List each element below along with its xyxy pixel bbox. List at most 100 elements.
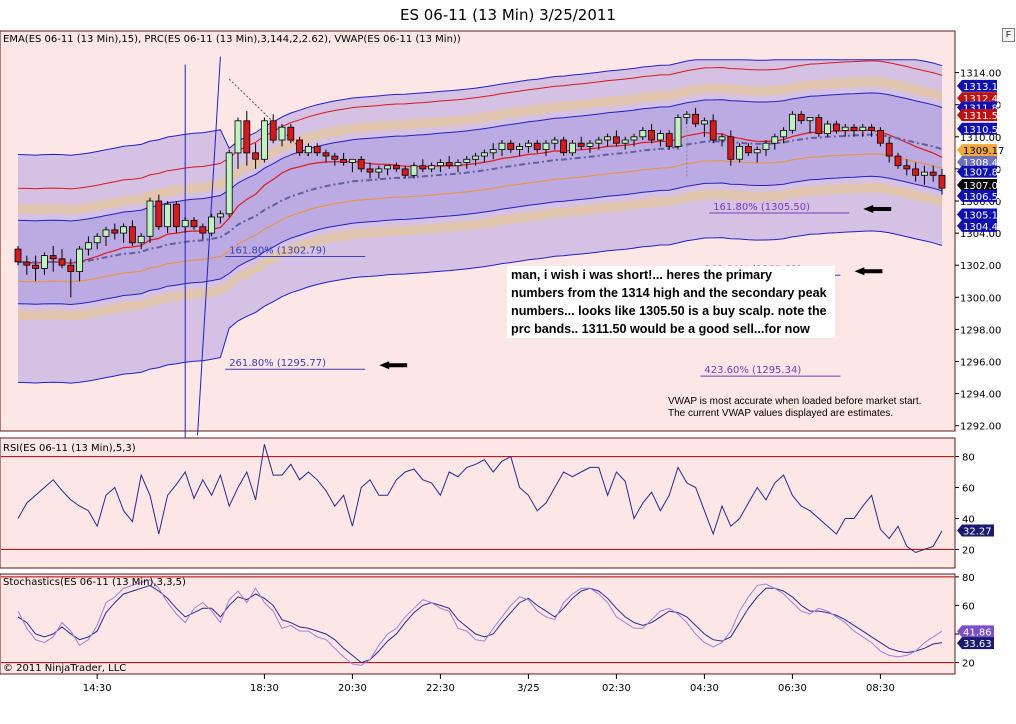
note-line-2: numbers from the 1314 high and the secon… [511, 286, 827, 300]
price-badge-label: 1309.17 [963, 146, 1004, 157]
lower-ribbon [18, 182, 942, 321]
candle-body [234, 120, 242, 154]
stoch-value-label: 33.63 [963, 639, 992, 650]
rsi-value-label: 32.27 [963, 526, 992, 537]
candle-body [595, 139, 603, 144]
time-tick-label: 04:30 [690, 683, 719, 694]
candle-body [304, 145, 312, 154]
corner-f-button[interactable]: F [1002, 28, 1015, 42]
candle-body [392, 165, 400, 170]
prc-band-line-2 [17, 92, 943, 222]
candle-body [806, 117, 814, 122]
candle-body [41, 255, 48, 269]
time-axis: 14:30 18:30 20:30 22:30 3/25 02:30 04:30 06:30 0… [83, 674, 895, 694]
candle-body [225, 152, 233, 215]
annotation-note: man, i wish i was short!... heres the pr… [507, 266, 835, 338]
candle-body [797, 113, 805, 122]
candle-body [833, 123, 840, 131]
candle-body [128, 226, 136, 244]
candle-body [93, 235, 101, 244]
upper-red-band [17, 60, 943, 190]
candle-body [472, 155, 480, 160]
price-tick-label: 1304.00 [960, 229, 1001, 240]
candle-body [577, 142, 585, 147]
stoch-value-badge [957, 625, 994, 638]
candle-body [199, 226, 207, 234]
candle-body [789, 113, 796, 131]
candle-body [155, 200, 163, 228]
ema-line [17, 129, 943, 265]
channel-edge-right [197, 56, 221, 436]
candle-body [718, 136, 726, 141]
candle-body [102, 229, 110, 237]
candle-body [348, 158, 356, 163]
osc-series-0 [17, 584, 943, 664]
candle-body [216, 213, 224, 218]
price-badge [957, 79, 997, 92]
candle-body [287, 126, 295, 141]
time-tick-label: 06:30 [778, 683, 807, 694]
candle-body [912, 168, 919, 176]
candle-body [146, 200, 154, 237]
candle-body [525, 142, 532, 147]
osc-tick-label: 80 [962, 573, 975, 584]
arrow-icon [379, 361, 408, 370]
price-badge [957, 189, 997, 202]
candle-body [560, 139, 567, 154]
osc-tick-label: 60 [962, 601, 975, 612]
prc-band-line-0 [17, 59, 943, 156]
time-tick-label: 02:30 [602, 683, 631, 694]
candle-body [674, 117, 682, 147]
price-tick-label: 1298.00 [960, 325, 1001, 336]
candle-body [507, 142, 515, 150]
upper-ribbon [18, 76, 942, 215]
candle-body [665, 133, 673, 147]
time-tick-label: 18:30 [250, 683, 279, 694]
candle-body [357, 158, 365, 170]
candle-body [76, 248, 83, 273]
price-badge-label: 1306.50 [963, 192, 1004, 203]
price-badge [957, 109, 997, 122]
fib-label: 423.60% (1295.34) [704, 365, 801, 376]
candle-body [243, 120, 251, 154]
price-tick-label: 1294.00 [960, 390, 1001, 401]
candle-body [181, 219, 189, 228]
candle-body [551, 139, 559, 144]
orange-band [17, 153, 943, 283]
candle-body [533, 142, 541, 150]
price-tick-label: 1296.00 [960, 358, 1001, 369]
candle-body [463, 158, 471, 163]
price-badge [957, 144, 997, 157]
candle-body [67, 264, 75, 273]
stoch-value-label: 41.86 [963, 627, 992, 638]
candle-body [410, 165, 418, 176]
vwap-line [17, 133, 943, 264]
price-badge-label: 1311.50 [963, 111, 1004, 122]
indicator-label-stochastics: Stochastics(ES 06-11 (13 Min),3,3,5) [3, 577, 186, 588]
candle-body [780, 129, 787, 138]
price-badge-label: 1310.50 [963, 125, 1004, 136]
note-line-4: prc bands.. 1311.50 would be a good sell… [511, 322, 810, 336]
time-tick-label: 08:30 [866, 683, 895, 694]
candle-body [252, 152, 260, 160]
rsi-indicator: 80 60 40 20 32.27 [1, 444, 994, 556]
price-axis: 1314.001312.001310.001308.001306.001304.… [955, 69, 1004, 433]
candle-body [639, 129, 647, 138]
osc-series-0 [17, 444, 943, 554]
candle-body [859, 126, 867, 131]
candle-body [313, 145, 321, 154]
price-badge [957, 122, 997, 135]
price-badge [957, 92, 997, 105]
indicator-lines [17, 56, 943, 439]
candle-body [569, 142, 576, 154]
candles [14, 107, 946, 298]
candle-body [260, 120, 268, 160]
fib-label: 261.80% (1295.77) [229, 358, 326, 369]
stochastics-panel [0, 573, 956, 675]
price-badge-label: 1312.41 [963, 94, 1004, 105]
candle-body [727, 136, 735, 160]
candle-body [340, 158, 348, 163]
candle-body [23, 261, 31, 266]
